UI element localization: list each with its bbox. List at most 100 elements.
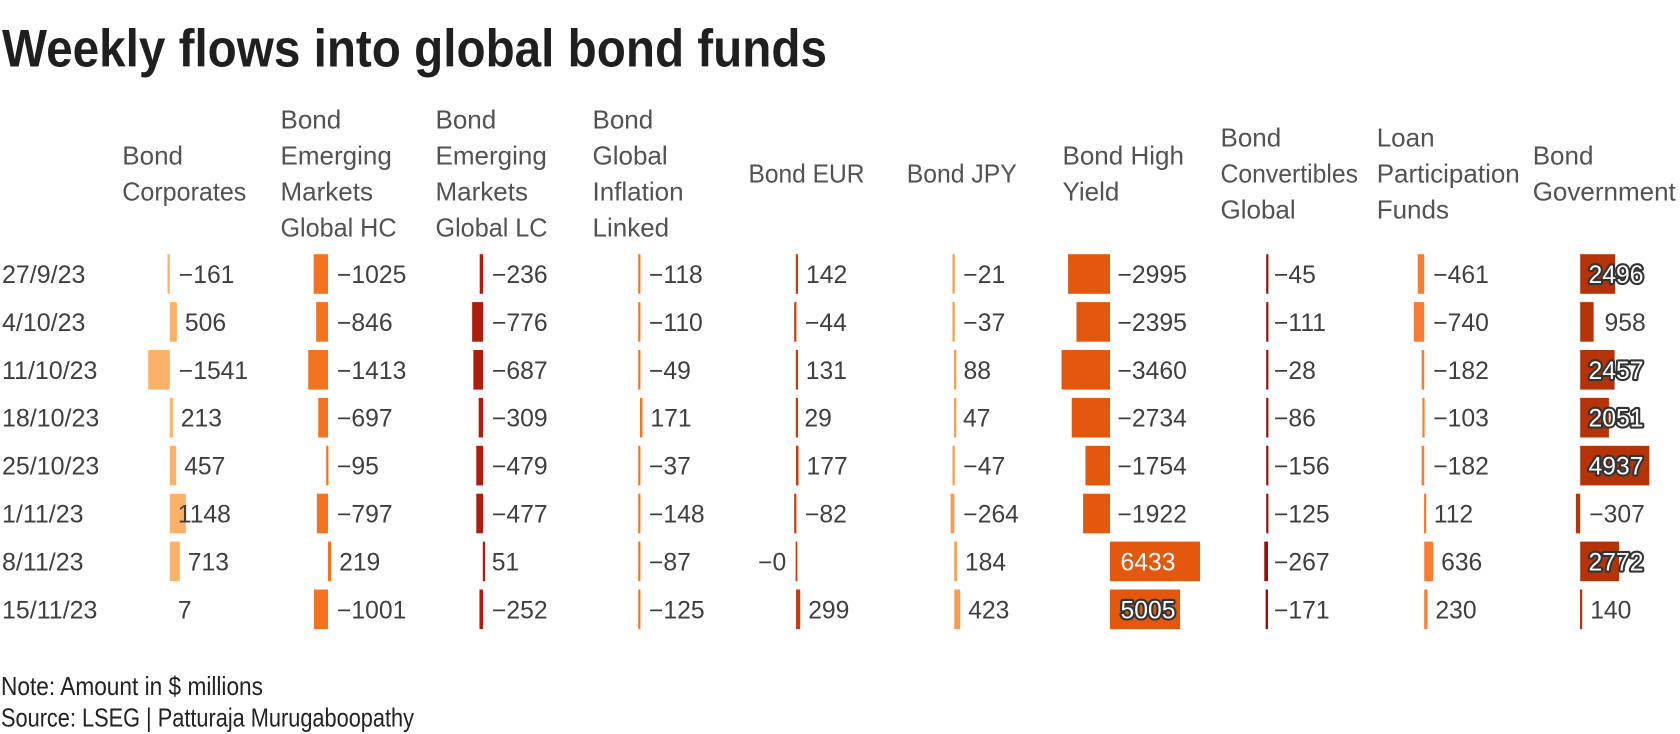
- svg-text:112: 112: [1434, 502, 1473, 529]
- svg-text:−697: −697: [337, 406, 393, 433]
- svg-text:423: 423: [968, 597, 1009, 624]
- svg-text:−1541: −1541: [179, 358, 248, 385]
- svg-text:−125: −125: [1274, 502, 1330, 529]
- svg-text:171: 171: [650, 406, 691, 433]
- svg-text:Bond: Bond: [593, 105, 654, 135]
- svg-text:−182: −182: [1433, 358, 1489, 385]
- svg-text:7: 7: [178, 597, 192, 624]
- svg-text:−461: −461: [1433, 262, 1489, 289]
- svg-text:−3460: −3460: [1118, 358, 1187, 385]
- svg-text:Source: LSEG | Patturaja Murug: Source: LSEG | Patturaja Murugaboopathy: [1, 703, 414, 733]
- svg-text:219: 219: [339, 549, 380, 576]
- svg-text:4937: 4937: [1589, 454, 1644, 481]
- svg-text:230: 230: [1435, 597, 1476, 624]
- svg-text:636: 636: [1441, 549, 1482, 576]
- svg-text:Global LC: Global LC: [436, 212, 548, 242]
- svg-text:−125: −125: [649, 597, 705, 624]
- svg-text:−111: −111: [1274, 310, 1326, 337]
- svg-text:29: 29: [804, 406, 831, 433]
- svg-text:−21: −21: [963, 262, 1005, 289]
- svg-text:Bond EUR: Bond EUR: [749, 159, 865, 189]
- svg-text:−28: −28: [1274, 358, 1316, 385]
- svg-text:−309: −309: [492, 406, 548, 433]
- svg-text:−118: −118: [649, 262, 703, 289]
- svg-text:2496: 2496: [1589, 262, 1644, 289]
- svg-text:4/10/23: 4/10/23: [2, 309, 85, 337]
- svg-text:−2395: −2395: [1118, 310, 1187, 337]
- svg-text:Funds: Funds: [1377, 194, 1449, 224]
- svg-text:−82: −82: [805, 502, 847, 529]
- svg-text:2457: 2457: [1589, 358, 1644, 385]
- svg-text:−687: −687: [492, 358, 548, 385]
- svg-text:−477: −477: [492, 502, 548, 529]
- svg-text:Bond: Bond: [1221, 123, 1282, 153]
- svg-text:Bond: Bond: [436, 105, 497, 135]
- svg-text:Global: Global: [1221, 194, 1296, 224]
- svg-text:131: 131: [806, 358, 847, 385]
- svg-text:−846: −846: [337, 310, 393, 337]
- svg-text:15/11/23: 15/11/23: [2, 596, 97, 624]
- svg-text:−86: −86: [1274, 406, 1316, 433]
- svg-text:27/9/23: 27/9/23: [2, 261, 85, 289]
- svg-text:−49: −49: [649, 358, 691, 385]
- svg-text:−156: −156: [1274, 454, 1330, 481]
- svg-text:Bond: Bond: [1533, 141, 1594, 171]
- svg-text:Note: Amount in $ millions: Note: Amount in $ millions: [1, 671, 263, 701]
- svg-text:−47: −47: [963, 454, 1005, 481]
- svg-text:5005: 5005: [1121, 597, 1176, 624]
- svg-text:−37: −37: [649, 454, 691, 481]
- svg-text:184: 184: [965, 549, 1006, 576]
- svg-text:51: 51: [492, 549, 519, 576]
- svg-text:11/10/23: 11/10/23: [2, 357, 97, 385]
- svg-text:Participation: Participation: [1377, 159, 1520, 189]
- svg-text:−1754: −1754: [1118, 454, 1187, 481]
- svg-text:−44: −44: [805, 310, 847, 337]
- svg-text:Bond: Bond: [122, 141, 183, 171]
- svg-text:213: 213: [181, 406, 222, 433]
- svg-text:Convertibles: Convertibles: [1221, 159, 1359, 189]
- svg-text:2051: 2051: [1589, 406, 1644, 433]
- svg-text:Linked: Linked: [593, 212, 670, 242]
- svg-text:713: 713: [188, 549, 229, 576]
- svg-text:−740: −740: [1433, 310, 1489, 337]
- svg-text:1148: 1148: [178, 502, 231, 529]
- svg-text:1/11/23: 1/11/23: [2, 501, 84, 529]
- svg-text:−182: −182: [1433, 454, 1489, 481]
- svg-text:Bond High: Bond High: [1063, 141, 1184, 171]
- svg-text:−1413: −1413: [337, 358, 406, 385]
- svg-text:−264: −264: [963, 502, 1019, 529]
- svg-text:Government: Government: [1533, 176, 1677, 206]
- svg-text:−2995: −2995: [1118, 262, 1187, 289]
- svg-text:−236: −236: [492, 262, 548, 289]
- svg-text:−87: −87: [649, 549, 691, 576]
- svg-text:140: 140: [1590, 597, 1631, 624]
- svg-text:2772: 2772: [1589, 549, 1644, 576]
- svg-text:Markets: Markets: [281, 176, 373, 206]
- svg-text:−797: −797: [337, 502, 393, 529]
- svg-text:Bond: Bond: [281, 105, 342, 135]
- svg-text:Yield: Yield: [1063, 176, 1120, 206]
- svg-text:6433: 6433: [1121, 549, 1176, 576]
- svg-text:−103: −103: [1433, 406, 1489, 433]
- svg-text:Loan: Loan: [1377, 123, 1435, 153]
- svg-text:−161: −161: [179, 262, 235, 289]
- svg-text:−776: −776: [492, 310, 548, 337]
- svg-text:−110: −110: [649, 310, 703, 337]
- svg-text:−171: −171: [1274, 597, 1330, 624]
- svg-text:Weekly flows into global bond: Weekly flows into global bond funds: [2, 19, 827, 78]
- svg-text:−2734: −2734: [1118, 406, 1187, 433]
- svg-text:−45: −45: [1274, 262, 1316, 289]
- svg-text:299: 299: [808, 597, 849, 624]
- svg-text:Corporates: Corporates: [122, 176, 246, 206]
- svg-text:18/10/23: 18/10/23: [2, 405, 99, 433]
- svg-text:−307: −307: [1589, 502, 1645, 529]
- svg-text:−37: −37: [963, 310, 1005, 337]
- svg-text:Markets: Markets: [436, 176, 528, 206]
- svg-text:88: 88: [964, 358, 991, 385]
- svg-text:−95: −95: [337, 454, 379, 481]
- svg-text:177: 177: [807, 454, 848, 481]
- svg-text:47: 47: [963, 406, 990, 433]
- svg-text:Emerging: Emerging: [281, 141, 392, 171]
- svg-text:−0: −0: [758, 549, 786, 576]
- svg-text:25/10/23: 25/10/23: [2, 453, 99, 481]
